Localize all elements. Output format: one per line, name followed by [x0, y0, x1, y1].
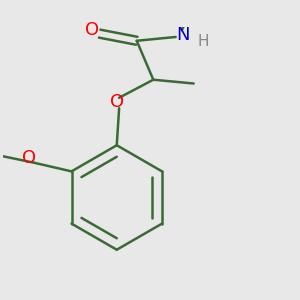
- Text: N: N: [176, 26, 190, 44]
- Text: O: O: [85, 21, 100, 39]
- Text: O: O: [110, 93, 124, 111]
- Text: H: H: [197, 34, 209, 49]
- Text: O: O: [22, 149, 36, 167]
